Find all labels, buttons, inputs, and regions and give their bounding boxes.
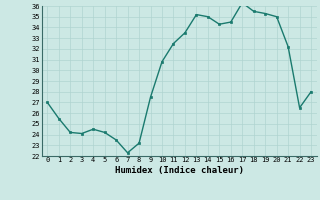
X-axis label: Humidex (Indice chaleur): Humidex (Indice chaleur) [115, 166, 244, 175]
